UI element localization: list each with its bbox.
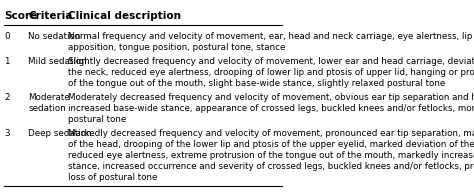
Text: Normal frequency and velocity of movement, ear, head and neck carriage, eye aler: Normal frequency and velocity of movemen…: [68, 32, 474, 52]
Text: Slightly decreased frequency and velocity of movement, lower ear and head carria: Slightly decreased frequency and velocit…: [68, 57, 474, 88]
Text: No sedation: No sedation: [28, 32, 81, 41]
Text: 2: 2: [4, 93, 10, 102]
Text: 0: 0: [4, 32, 10, 41]
Text: Criteria: Criteria: [28, 11, 73, 21]
Text: 3: 3: [4, 129, 10, 138]
Text: Mild sedation: Mild sedation: [28, 57, 87, 66]
Text: Markedly decreased frequency and velocity of movement, pronounced ear tip separa: Markedly decreased frequency and velocit…: [68, 129, 474, 182]
Text: 1: 1: [4, 57, 10, 66]
Text: Moderate
sedation: Moderate sedation: [28, 93, 70, 113]
Text: Deep sedation: Deep sedation: [28, 129, 92, 138]
Text: Moderately decreased frequency and velocity of movement, obvious ear tip separat: Moderately decreased frequency and veloc…: [68, 93, 474, 124]
Text: Score: Score: [4, 11, 37, 21]
Text: Clinical description: Clinical description: [68, 11, 181, 21]
